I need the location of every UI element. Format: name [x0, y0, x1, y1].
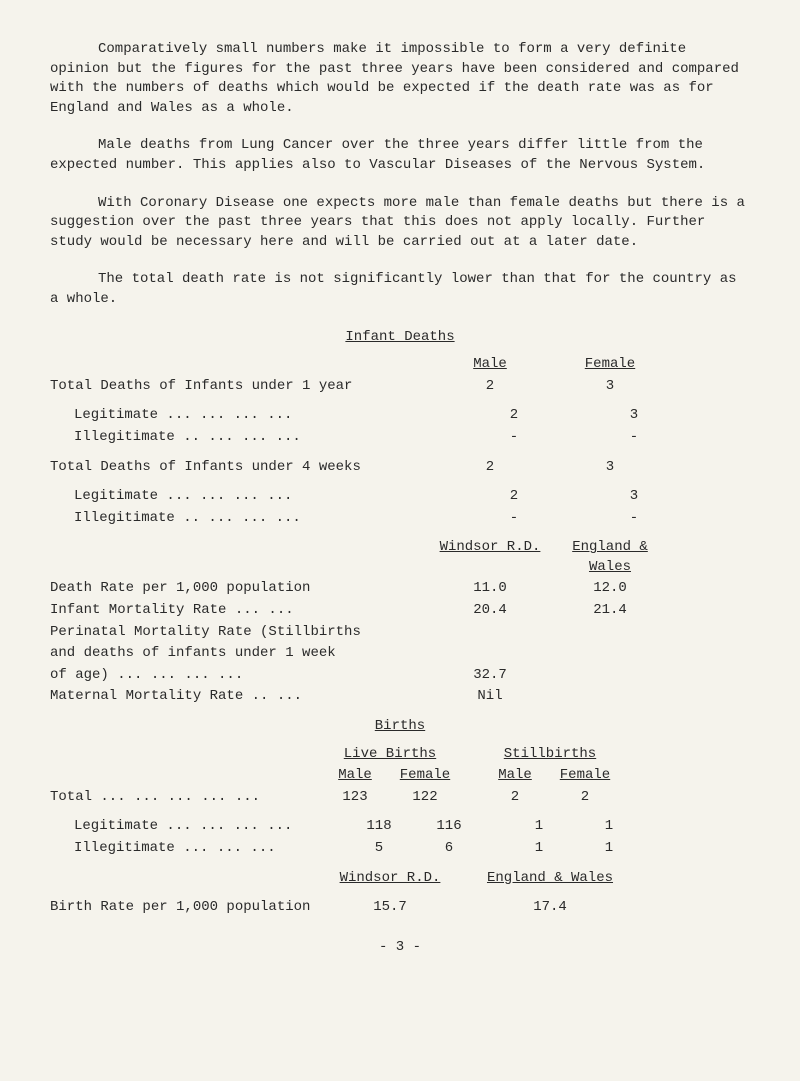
- births-row-illegit: Illegitimate ... ... ... 5 6 1 1: [50, 839, 750, 859]
- births-top-headers: Live Births Stillbirths: [50, 745, 750, 765]
- col-live-births: Live Births: [320, 745, 460, 765]
- infant-deaths-heading: Infant Deaths: [50, 328, 750, 348]
- births-sub-headers: Male Female Male Female: [50, 766, 750, 786]
- row-death-rate: Death Rate per 1,000 population 11.0 12.…: [50, 579, 750, 599]
- infant-col-headers: Male Female: [50, 355, 750, 375]
- paragraph-2: Male deaths from Lung Cancer over the th…: [50, 136, 750, 175]
- col-female: Female: [550, 355, 670, 375]
- births-heading: Births: [50, 717, 750, 737]
- col-windsor-2: Windsor R.D.: [320, 869, 460, 889]
- paragraph-4: The total death rate is not significantl…: [50, 270, 750, 309]
- row-illegit-2: Illegitimate .. ... ... ... - -: [50, 509, 750, 529]
- col-windsor: Windsor R.D.: [430, 538, 550, 577]
- page-number: - 3 -: [50, 938, 750, 958]
- col-stillbirths: Stillbirths: [480, 745, 620, 765]
- paragraph-3: With Coronary Disease one expects more m…: [50, 194, 750, 253]
- row-infant-mort: Infant Mortality Rate ... ... 20.4 21.4: [50, 601, 750, 621]
- row-perinatal-1: Perinatal Mortality Rate (Stillbirths: [50, 623, 750, 643]
- rate-headers: Windsor R.D. England & Wales: [50, 538, 750, 577]
- col-male: Male: [430, 355, 550, 375]
- row-birth-rate: Birth Rate per 1,000 population 15.7 17.…: [50, 898, 750, 918]
- row-perinatal-3: of age) ... ... ... ... 32.7: [50, 666, 750, 686]
- row-illegit-1: Illegitimate .. ... ... ... - -: [50, 428, 750, 448]
- col-england: England & Wales: [550, 538, 670, 577]
- row-maternal: Maternal Mortality Rate .. ... Nil: [50, 687, 750, 707]
- row-legit-1: Legitimate ... ... ... ... 2 3: [50, 406, 750, 426]
- row-total-4wk: Total Deaths of Infants under 4 weeks 2 …: [50, 458, 750, 478]
- births-row-legit: Legitimate ... ... ... ... 118 116 1 1: [50, 817, 750, 837]
- row-legit-2: Legitimate ... ... ... ... 2 3: [50, 487, 750, 507]
- row-perinatal-2: and deaths of infants under 1 week: [50, 644, 750, 664]
- births-row-total: Total ... ... ... ... ... 123 122 2 2: [50, 788, 750, 808]
- row-total-1yr: Total Deaths of Infants under 1 year 2 3: [50, 377, 750, 397]
- paragraph-1: Comparatively small numbers make it impo…: [50, 40, 750, 118]
- col-england-2: England & Wales: [480, 869, 620, 889]
- births-rate-headers: Windsor R.D. England & Wales: [50, 869, 750, 889]
